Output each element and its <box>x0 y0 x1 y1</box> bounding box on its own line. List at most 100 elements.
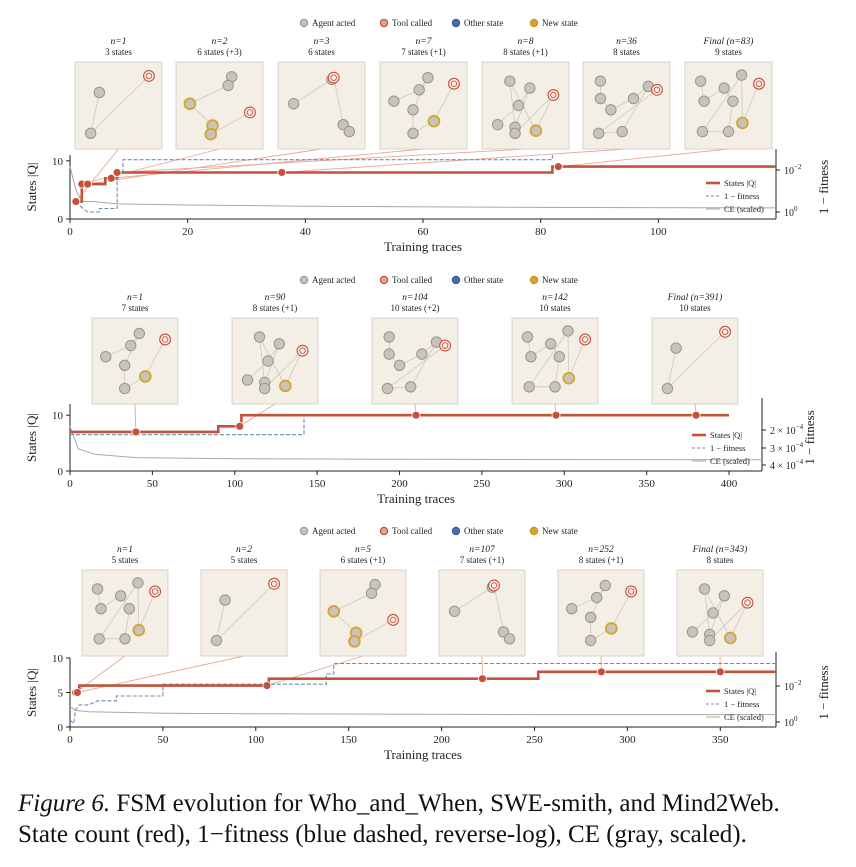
snapshot-label-n: n=1 <box>111 37 127 47</box>
fsm-node-agent <box>407 127 419 140</box>
fsm-edge <box>189 85 229 105</box>
fsm-edge <box>137 582 140 631</box>
fsm-edge <box>704 588 711 635</box>
fsm-edge <box>259 336 266 383</box>
fsm-node-agent <box>694 75 707 87</box>
fsm-edge <box>284 350 303 387</box>
legend-marker-new-state <box>529 526 539 536</box>
legend-marker-agent-acted <box>299 18 309 28</box>
snapshot-label-n: n=36 <box>616 37 637 47</box>
x-tick-label: 150 <box>309 478 326 490</box>
legend-marker-tool-called <box>379 275 389 285</box>
fsm-node-agent <box>722 125 735 138</box>
fsm-node-agent <box>407 104 419 116</box>
fsm-node-agent <box>422 71 434 84</box>
legend-label-agent-acted: Agent acted <box>312 526 356 536</box>
snapshot-label-states: 10 states <box>679 303 711 313</box>
fsm-node-tool <box>244 106 256 119</box>
fsm-node-tool-inner <box>653 86 661 94</box>
fsm-node-tool <box>327 71 340 84</box>
fsm-node-agent <box>253 331 266 343</box>
snapshot-connector <box>558 148 729 168</box>
legend-marker-other-state <box>451 18 461 28</box>
fsm-node-agent <box>584 611 597 623</box>
fsm-node-agent <box>388 95 400 107</box>
x-tick-label: 250 <box>526 734 543 746</box>
fsm-edge <box>410 341 437 387</box>
legend-fitness-label: 1 − fitness <box>724 699 760 709</box>
series-ce <box>69 705 776 716</box>
fsm-edge <box>144 339 166 377</box>
snapshot-connector <box>81 148 220 185</box>
fsm-edge <box>216 583 275 641</box>
snapshot-point <box>131 427 141 437</box>
snapshot-label-n: n=7 <box>416 37 433 47</box>
x-tick-label: 350 <box>638 478 655 490</box>
snapshot-label-states: 6 states <box>308 47 335 57</box>
series-fitness <box>69 662 776 725</box>
snapshot-point <box>235 421 245 431</box>
snapshot-point <box>71 197 81 206</box>
series-fitness <box>75 155 553 213</box>
x-tick-label: 400 <box>721 478 738 490</box>
x-tick-label: 150 <box>340 734 357 746</box>
fsm-edge <box>621 86 649 132</box>
snapshot-label-states: 9 states <box>715 47 742 57</box>
snapshot-connector <box>117 148 526 173</box>
fsm-node-tool <box>625 585 638 598</box>
legend-ce-label: CE (scaled) <box>724 204 764 214</box>
fsm-node-tool <box>579 333 592 346</box>
fsm-node-agent <box>605 104 617 116</box>
snapshot-label-states: 5 states <box>112 555 139 565</box>
snapshot-label-states: 8 states <box>707 555 734 565</box>
fsm-node-tool-inner <box>581 336 589 343</box>
legend-marker-other-state <box>451 526 461 536</box>
fsm-node-new <box>529 124 543 138</box>
y-tick-label: 10 <box>52 156 64 168</box>
snapshot-label-states: 8 states (+1) <box>503 47 548 57</box>
x-tick-label: 100 <box>650 226 667 238</box>
x-tick-label: 300 <box>556 478 573 490</box>
y2-tick-label: 10−2 <box>784 163 802 177</box>
fsm-node-agent <box>545 338 557 350</box>
x-tick-label: 0 <box>67 478 73 490</box>
snapshot-point <box>551 410 561 420</box>
fsm-edge <box>567 330 570 379</box>
x-tick-label: 50 <box>157 734 169 746</box>
fsm-node-agent <box>707 607 719 619</box>
fsm-node-agent <box>562 325 574 337</box>
series-states <box>75 165 776 203</box>
fsm-node-agent <box>525 351 537 363</box>
snapshot-label-states: 6 states (+1) <box>341 555 386 565</box>
legend-label-other-state: Other state <box>464 526 503 536</box>
legend-ce-label: CE (scaled) <box>710 456 750 466</box>
fsm-node-agent <box>93 86 106 99</box>
fsm-node-tool-inner <box>721 328 729 336</box>
x-tick-label: 300 <box>619 734 636 746</box>
y-tick-label: 0 <box>58 722 64 734</box>
x-tick-label: 350 <box>712 734 729 746</box>
fsm-node-agent <box>594 75 607 87</box>
y-tick-label: 0 <box>58 466 64 478</box>
fsm-node-agent <box>287 98 300 110</box>
snapshot-connector <box>266 655 364 687</box>
y2-axis-label: 1 − fitness <box>816 665 831 719</box>
fsm-node-agent <box>118 359 131 371</box>
x-axis-label: Training traces <box>377 491 455 506</box>
fsm-node-tool-inner <box>389 616 397 624</box>
fsm-node-tool-inner <box>550 91 557 99</box>
snapshot-label-n: n=1 <box>117 545 133 555</box>
fsm-edge <box>535 94 554 131</box>
legend-marker-other-state <box>451 275 461 285</box>
legend-label-new-state: New state <box>542 18 578 28</box>
legend-fitness-label: 1 − fitness <box>710 443 746 453</box>
snapshot-point <box>715 667 725 677</box>
snapshot-point <box>112 168 122 177</box>
legend-states-label: States |Q| <box>724 178 756 188</box>
fsm-node-tool-inner <box>755 80 763 87</box>
snapshot-label-states: 8 states (+1) <box>253 303 298 313</box>
figure-canvas: Agent acted Tool called Other state New sta… <box>24 18 831 762</box>
fsm-node-tool-inner <box>450 80 458 87</box>
fsm-node-agent <box>549 381 561 393</box>
fsm-edge <box>333 77 344 125</box>
